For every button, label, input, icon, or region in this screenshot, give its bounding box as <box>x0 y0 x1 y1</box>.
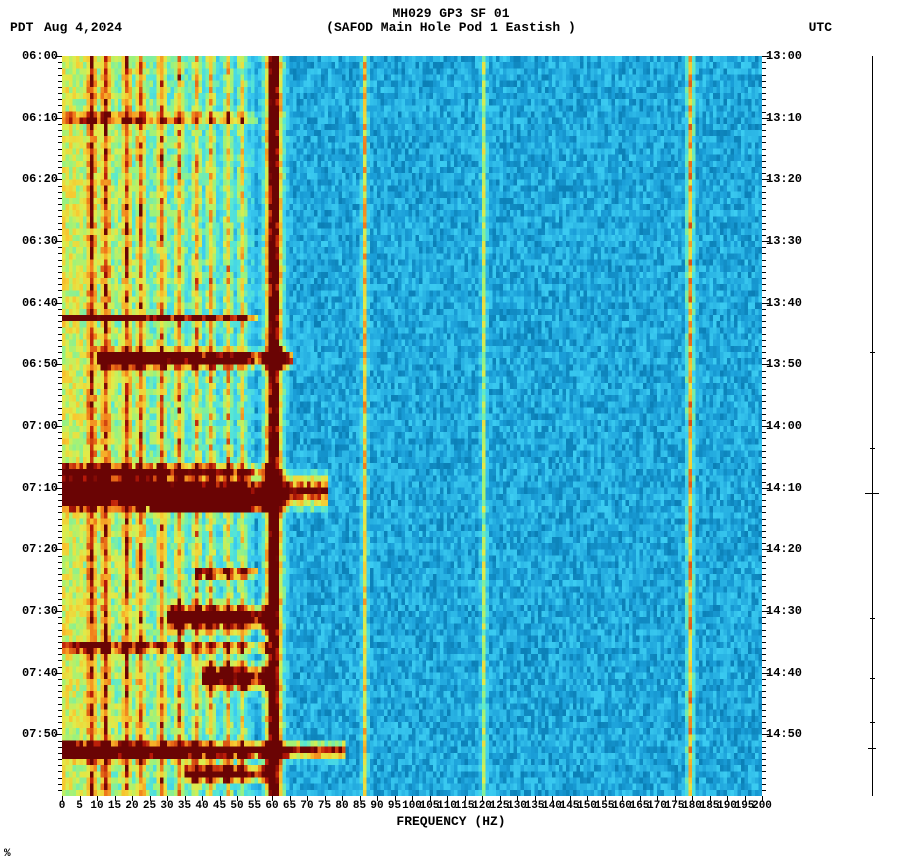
tz-right-label: UTC <box>809 20 832 35</box>
footer-pct: % <box>4 848 11 860</box>
sidebar-event-mark <box>865 493 879 494</box>
sidebar-event-mark <box>870 448 875 449</box>
station-subtitle: (SAFOD Main Hole Pod 1 Eastish ) <box>326 20 576 35</box>
date-label: Aug 4,2024 <box>44 20 122 35</box>
tz-left-label: PDT <box>10 20 33 35</box>
sidebar-event-mark <box>870 678 875 679</box>
spectrogram-figure: PDT Aug 4,2024 MH029 GP3 SF 01 (SAFOD Ma… <box>0 0 902 864</box>
event-sidebar <box>872 56 873 796</box>
sidebar-event-mark <box>870 352 875 353</box>
spectrogram-plot: 06:0013:0006:1013:1006:2013:2006:3013:30… <box>62 56 762 796</box>
sidebar-event-mark <box>868 748 876 749</box>
spectrogram-canvas <box>62 56 762 796</box>
station-title: MH029 GP3 SF 01 <box>392 6 509 21</box>
x-axis-label: FREQUENCY (HZ) <box>396 814 505 829</box>
sidebar-event-mark <box>870 722 875 723</box>
sidebar-event-mark <box>870 618 875 619</box>
